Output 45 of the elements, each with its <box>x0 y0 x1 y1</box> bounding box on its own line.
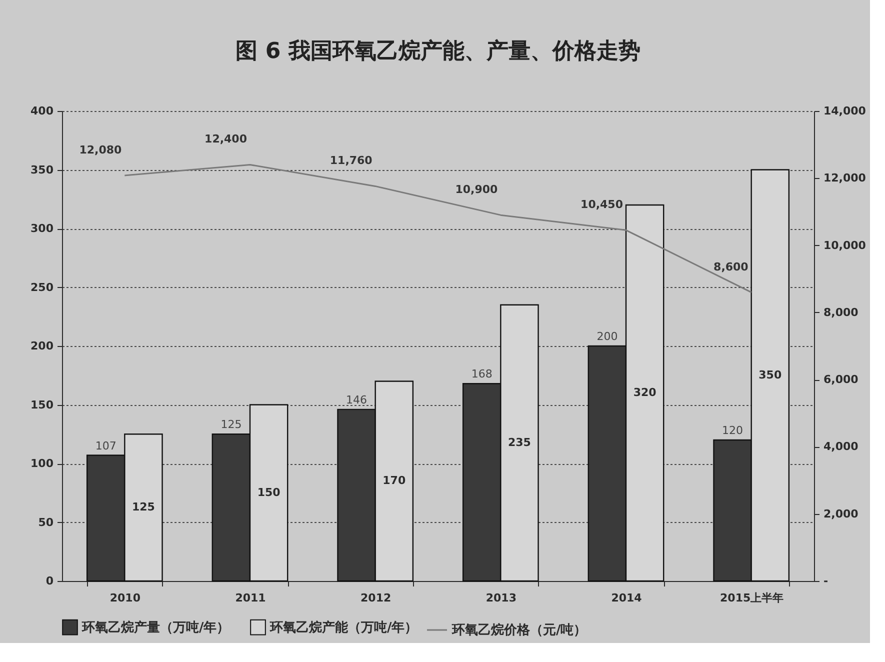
x-tick-label: 2015上半年 <box>720 592 784 604</box>
x-tick-label: 2013 <box>486 592 516 604</box>
data-label: 8,600 <box>714 260 749 274</box>
x-tick-label: 2014 <box>611 592 642 604</box>
legend-label: 环氧乙烷产量（万吨/年） <box>81 619 230 636</box>
data-label: 125 <box>132 500 155 514</box>
data-label: 168 <box>471 368 492 381</box>
y-tick-label: 250 <box>30 280 54 294</box>
data-label: 125 <box>220 418 242 432</box>
y-tick-label: 150 <box>30 398 54 412</box>
data-label: 320 <box>633 386 657 399</box>
data-label: 107 <box>95 439 116 452</box>
y-tick-label: 50 <box>38 516 54 529</box>
data-label: 235 <box>508 436 531 449</box>
data-label: 150 <box>257 486 281 499</box>
data-label: 12,080 <box>79 143 122 156</box>
data-label: 11,760 <box>330 154 373 168</box>
y2-tick-label: - <box>824 574 828 588</box>
x-tick-label: 2011 <box>235 592 266 604</box>
chart-title: 图 6 我国环氧乙烷产能、产量、价格走势 <box>236 38 640 64</box>
y2-tick-label: 2,000 <box>824 507 859 520</box>
legend-label: 环氧乙烷价格（元/吨） <box>451 622 587 638</box>
legend-label: 环氧乙烷产能（万吨/年） <box>269 619 418 636</box>
data-label: 10,900 <box>455 183 498 196</box>
y2-tick-label: 12,000 <box>824 172 866 185</box>
y2-tick-label: 6,000 <box>824 373 859 386</box>
y2-tick-label: 10,000 <box>824 238 866 252</box>
y2-tick-label: 14,000 <box>824 104 866 118</box>
data-label: 146 <box>346 393 368 406</box>
y-tick-label: 100 <box>30 457 54 470</box>
y-tick-label: 350 <box>30 163 54 176</box>
y-tick-label: 0 <box>46 574 54 588</box>
x-tick-label: 2010 <box>110 592 141 604</box>
data-label: 170 <box>382 474 406 488</box>
data-label: 120 <box>722 424 744 437</box>
data-label: 200 <box>596 330 618 343</box>
y2-tick-label: 4,000 <box>824 440 859 454</box>
y2-tick-label: 8,000 <box>824 306 859 319</box>
data-label: 10,450 <box>580 198 624 212</box>
data-label: 12,400 <box>204 132 248 146</box>
x-tick-label: 2012 <box>360 592 392 604</box>
y-tick-label: 200 <box>30 340 54 352</box>
data-label: 350 <box>758 368 782 382</box>
y-tick-label: 300 <box>30 222 54 235</box>
y-tick-label: 400 <box>30 104 54 118</box>
